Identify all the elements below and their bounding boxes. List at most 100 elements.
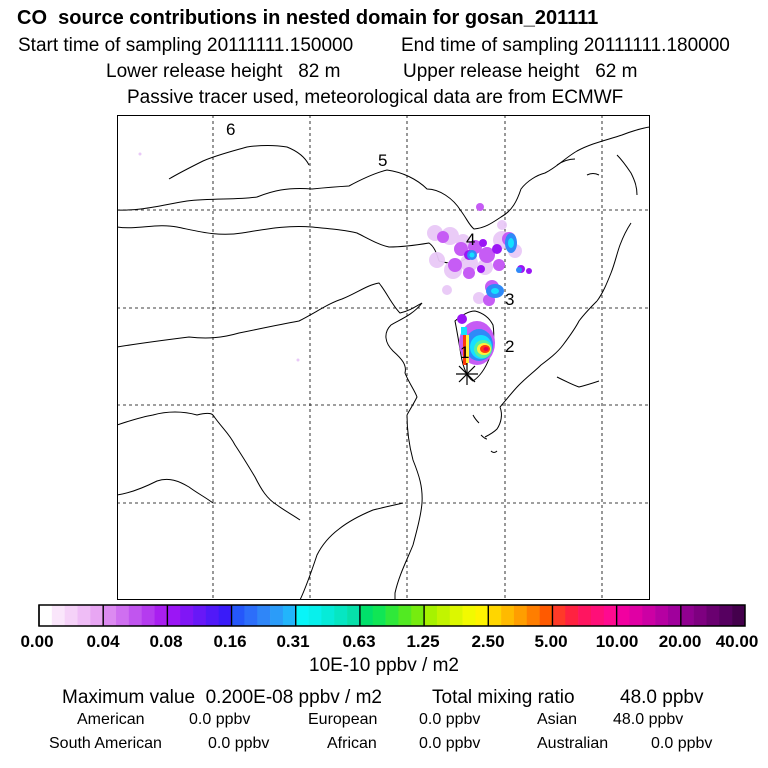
map-title: CO source contributions in nested domain…: [17, 7, 599, 29]
colorbar-swatch: [475, 605, 489, 626]
colorbar-swatch: [154, 605, 168, 626]
colorbar-swatch: [295, 605, 309, 626]
colorbar-swatch: [655, 605, 669, 626]
colorbar-swatch: [424, 605, 438, 626]
colorbar-swatch: [732, 605, 746, 626]
colorbar-swatch: [488, 605, 502, 626]
colorbar-tick-label: 1.25: [406, 632, 440, 651]
colorbar-tick-label: 0.08: [149, 632, 183, 651]
source-name-australian: Australian: [537, 735, 609, 752]
colorbar-swatch: [270, 605, 284, 626]
colorbar-swatch: [680, 605, 694, 626]
colorbar-tick-label: 0.16: [213, 632, 247, 651]
colorbar-swatch: [372, 605, 386, 626]
colorbar-swatch: [244, 605, 258, 626]
map-frame: [117, 115, 650, 600]
upper-release-height-label: Upper release height 62 m: [403, 61, 638, 82]
colorbar-swatch: [513, 605, 528, 626]
colorbar-swatch: [321, 605, 335, 626]
colorbar-swatch: [398, 605, 412, 626]
colorbar-swatch: [501, 605, 515, 626]
colorbar-swatch: [629, 605, 643, 626]
region-label-4: 4: [466, 230, 475, 249]
colorbar-swatch: [308, 605, 322, 626]
colorbar-swatch: [578, 605, 592, 626]
colorbar-swatch: [180, 605, 194, 626]
colorbar-units: 10E-10 ppbv / m2: [309, 655, 459, 676]
colorbar-swatch: [282, 605, 297, 626]
source-value-american: 0.0 ppbv: [189, 711, 251, 728]
colorbar-swatch: [205, 605, 220, 626]
colorbar-swatch: [218, 605, 232, 626]
colorbar-tick-label: 40.00: [715, 632, 759, 651]
region-label-3: 3: [505, 290, 514, 309]
source-value-south-american: 0.0 ppbv: [208, 735, 270, 752]
source-name-asian: Asian: [537, 711, 578, 728]
colorbar-swatch: [51, 605, 65, 626]
colorbar-tick-label: 10.00: [595, 632, 639, 651]
colorbar-swatch: [257, 605, 271, 626]
colorbar-swatch: [642, 605, 656, 626]
colorbar-swatch: [603, 605, 617, 626]
maximum-value-label: Maximum value 0.200E-08 ppbv / m2: [62, 687, 382, 708]
colorbar-swatch: [167, 605, 181, 626]
lower-release-height-label: Lower release height 82 m: [106, 61, 341, 82]
colorbar-swatch: [539, 605, 553, 626]
colorbar-swatch: [334, 605, 348, 626]
source-name-american: American: [77, 711, 145, 728]
colorbar-swatch: [411, 605, 425, 626]
source-value-australian: 0.0 ppbv: [651, 735, 713, 752]
colorbar-swatch: [590, 605, 605, 626]
region-labels: 6 5 4 3 2 1: [226, 120, 514, 362]
total-mixing-ratio-value: 48.0 ppbv: [620, 687, 704, 708]
colorbar-swatch: [436, 605, 451, 626]
colorbar-tick-label: 0.31: [276, 632, 310, 651]
colorbar-swatch: [719, 605, 733, 626]
map-panel: 6 5 4 3 2 1: [117, 115, 650, 600]
source-value-european: 0.0 ppbv: [419, 711, 481, 728]
end-time-label: End time of sampling 20111111.180000: [401, 35, 730, 56]
colorbar-tick-label: 20.00: [658, 632, 702, 651]
colorbar-swatch: [103, 605, 117, 626]
plume-region-blue: [467, 233, 522, 298]
tracer-plume: [138, 152, 532, 365]
colorbar-swatch: [231, 605, 245, 626]
receptor-asterisk-icon: [456, 363, 478, 385]
start-time-label: Start time of sampling 20111111.150000: [18, 35, 354, 56]
colorbar-swatch: [128, 605, 142, 626]
colorbar-swatch: [385, 605, 399, 626]
region-label-5: 5: [378, 151, 387, 170]
colorbar-swatch: [90, 605, 104, 626]
colorbar-swatch: [565, 605, 579, 626]
colorbar-swatch: [693, 605, 707, 626]
graticule: [117, 115, 650, 600]
colorbar-frame: [38, 604, 746, 627]
colorbar-swatch: [116, 605, 130, 626]
source-value-african: 0.0 ppbv: [419, 735, 481, 752]
colorbar-tick-label: 5.00: [534, 632, 568, 651]
colorbar-swatch: [359, 605, 374, 626]
source-name-south-american: South American: [49, 735, 162, 752]
region-label-1: 1: [460, 343, 469, 362]
region-label-6: 6: [226, 120, 235, 139]
colorbar-swatch: [141, 605, 155, 626]
source-value-asian: 48.0 ppbv: [613, 711, 684, 728]
coastlines-borders: [117, 126, 650, 600]
colorbar-swatch: [347, 605, 361, 626]
source-name-european: European: [308, 711, 378, 728]
colorbar-tick-label: 2.50: [471, 632, 505, 651]
colorbar-swatch: [706, 605, 720, 626]
colorbar-swatch: [77, 605, 91, 626]
plume-hotspot: [138, 152, 495, 365]
colorbar: [38, 604, 746, 627]
colorbar-swatch: [552, 605, 566, 626]
colorbar-swatch: [449, 605, 463, 626]
colorbar-swatch: [193, 605, 207, 626]
tracer-note: Passive tracer used, meteorological data…: [127, 87, 624, 108]
colorbar-swatch: [64, 605, 78, 626]
colorbar-swatch: [667, 605, 682, 626]
colorbar-swatch: [616, 605, 630, 626]
colorbar-tick-label: 0.63: [342, 632, 376, 651]
colorbar-tick-label: 0.04: [86, 632, 120, 651]
colorbar-swatch: [526, 605, 540, 626]
